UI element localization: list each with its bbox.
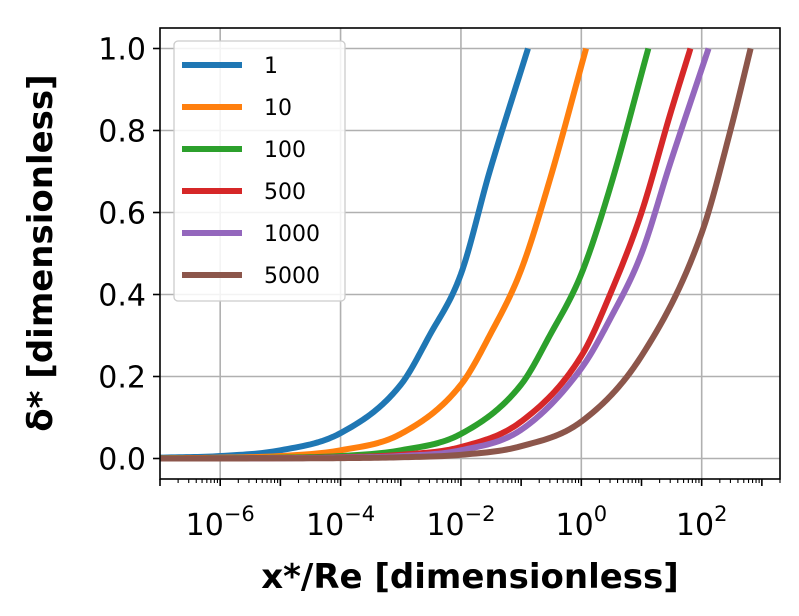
legend-label-1: 1 [264, 54, 278, 79]
x-tick-exponent: 2 [714, 502, 727, 526]
legend-box [173, 40, 346, 302]
plot-frame [159, 27, 781, 480]
x-tick-label: 10−6 [186, 502, 255, 543]
y-tick-label: 0.0 [98, 443, 146, 478]
x-tick-exponent: 0 [594, 502, 607, 526]
x-tick-exponent: −4 [344, 502, 375, 526]
legend-label-5000: 5000 [264, 264, 320, 289]
y-tick-label: 0.4 [98, 279, 146, 314]
y-tick-label: 0.2 [98, 361, 146, 396]
y-ticks: 0.0 0.2 0.4 0.6 0.8 1.0 [98, 33, 160, 478]
legend-label-1000: 1000 [264, 222, 320, 247]
x-tick-base: 10 [426, 508, 464, 543]
x-tick-label: 100 [556, 502, 608, 543]
y-tick-label: 0.8 [98, 115, 146, 150]
x-tick-base: 10 [306, 508, 344, 543]
x-tick-exponent: −6 [224, 502, 255, 526]
x-tick-label: 10−2 [426, 502, 495, 543]
y-axis-label: δ* [dimensionless] [21, 74, 61, 431]
x-ticks: 10−6 10−4 10−2 100 102 [159, 479, 781, 543]
legend-label-100: 100 [264, 138, 306, 163]
x-tick-label: 10−4 [306, 502, 375, 543]
x-tick-base: 10 [676, 508, 714, 543]
legend: 1 10 100 500 1000 5000 [173, 40, 346, 302]
x-tick-base: 10 [186, 508, 224, 543]
plot-lines [159, 47, 754, 462]
legend-label-10: 10 [264, 96, 292, 121]
legend-label-500: 500 [264, 180, 306, 205]
series-line-5000 [160, 47, 754, 462]
y-tick-label: 1.0 [98, 33, 146, 68]
y-tick-label: 0.6 [98, 197, 146, 232]
x-tick-label: 102 [676, 502, 728, 543]
x-axis-label: x*/Re [dimensionless] [261, 557, 679, 597]
x-tick-exponent: −2 [465, 502, 496, 526]
x-tick-base: 10 [556, 508, 594, 543]
